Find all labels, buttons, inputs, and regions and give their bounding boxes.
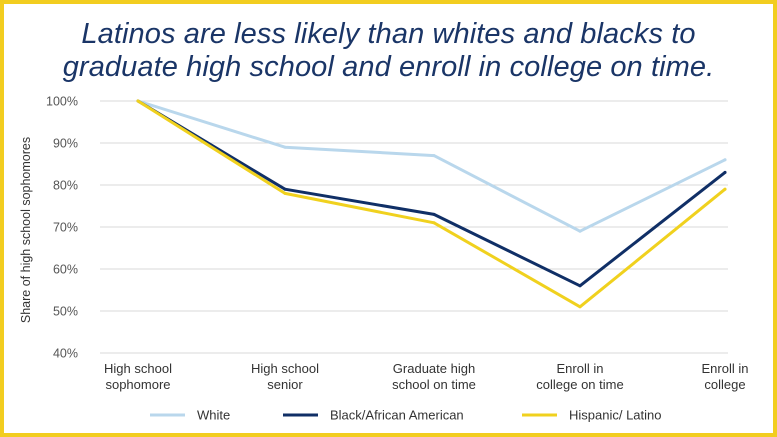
chart-title-line-1: Latinos are less likely than whites and … [81, 18, 696, 50]
legend-label: Black/African American [330, 408, 464, 423]
data-point [432, 154, 436, 158]
x-category-label-line: school on time [392, 377, 476, 392]
y-tick-label: 100% [46, 95, 78, 109]
x-category-label-line: High school [104, 361, 172, 376]
y-tick-label: 90% [53, 137, 78, 151]
x-category-label-line: Enroll in [702, 361, 749, 376]
y-axis-label: Share of high school sophomores [19, 137, 33, 323]
x-category-label: Enroll in college [702, 361, 749, 392]
y-axis-ticks: 100% 90% 80% 70% 60% 50% 40% [46, 95, 78, 361]
x-category-label: Enroll in college on time [536, 361, 623, 392]
y-tick-label: 50% [53, 305, 78, 319]
x-category-label: High school senior [251, 361, 319, 392]
data-point [723, 170, 727, 174]
data-point [136, 99, 140, 103]
data-point [578, 284, 582, 288]
x-category-label-line: Enroll in [557, 361, 604, 376]
data-point [432, 212, 436, 216]
legend-label: White [197, 408, 230, 423]
gridlines [100, 100, 728, 354]
legend: White Black/African American Hispanic/ Lat… [150, 408, 662, 423]
x-category-label-line: college on time [536, 377, 623, 392]
data-point [283, 187, 287, 191]
chart-title: Latinos are less likely than whites and … [4, 18, 773, 84]
x-category-label: High school sophomore [104, 361, 172, 392]
y-tick-label: 70% [53, 221, 78, 235]
y-tick-label: 60% [53, 263, 78, 277]
data-point [578, 305, 582, 309]
x-category-label: Graduate high school on time [392, 361, 476, 392]
x-category-label-line: sophomore [105, 377, 170, 392]
data-point [283, 145, 287, 149]
data-point [723, 158, 727, 162]
y-tick-label: 80% [53, 179, 78, 193]
x-category-label-line: college [704, 377, 745, 392]
y-tick-label: 40% [53, 347, 78, 361]
x-category-label-line: Graduate high [393, 361, 475, 376]
series-line-0 [136, 99, 727, 233]
legend-label: Hispanic/ Latino [569, 408, 662, 423]
x-category-label-line: senior [267, 377, 303, 392]
chart-title-line-2: graduate high school and enroll in colle… [62, 51, 715, 83]
data-point [432, 221, 436, 225]
data-point [578, 229, 582, 233]
series-lines [136, 99, 727, 309]
data-point [723, 187, 727, 191]
data-point [283, 191, 287, 195]
x-category-label-line: High school [251, 361, 319, 376]
